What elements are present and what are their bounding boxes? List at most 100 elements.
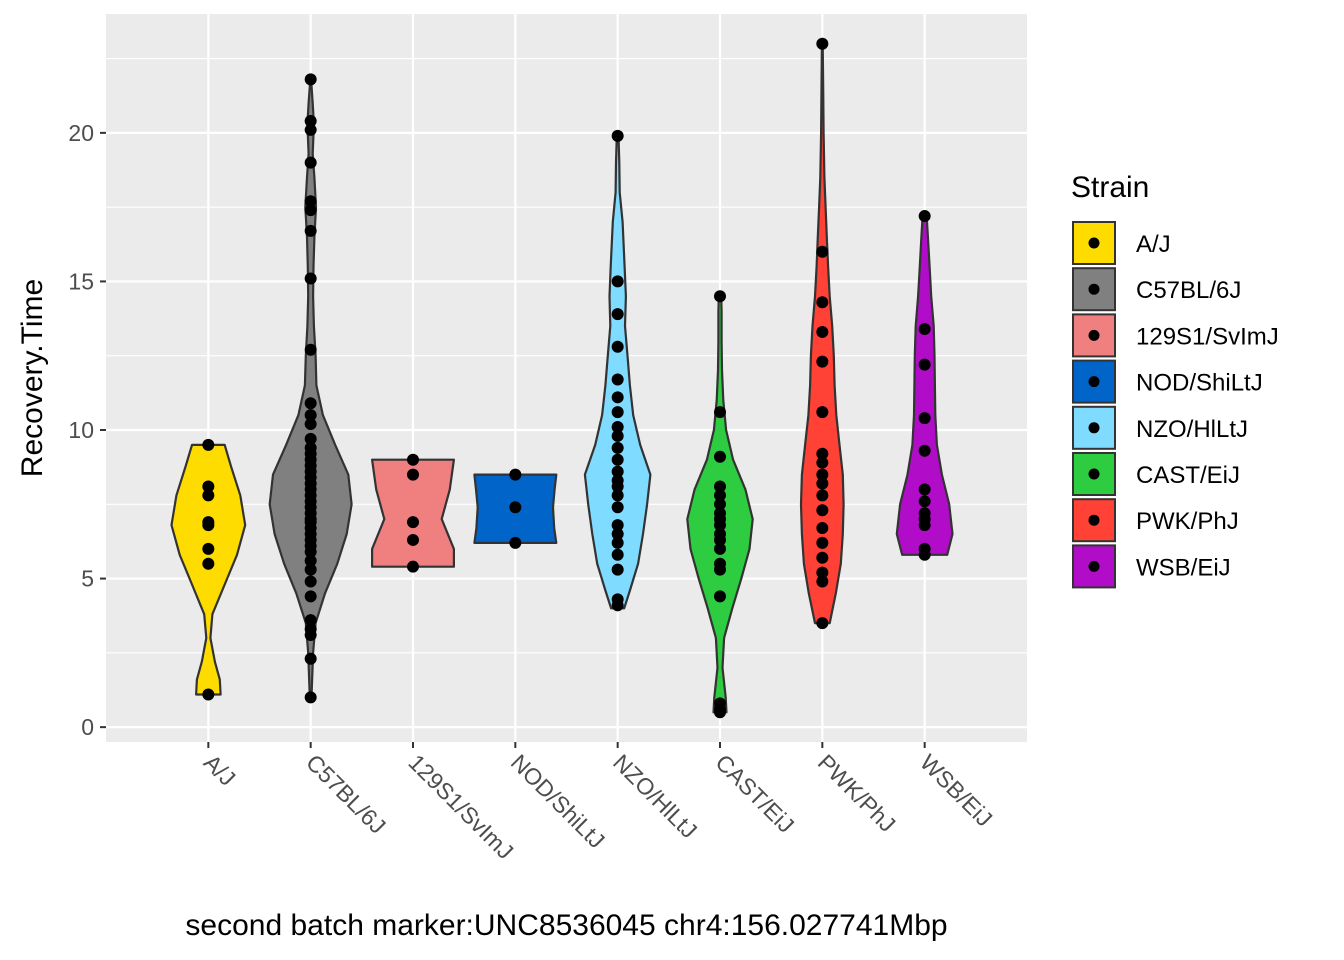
data-point bbox=[304, 224, 317, 237]
data-point bbox=[816, 489, 829, 502]
data-point bbox=[611, 391, 624, 404]
data-point bbox=[304, 397, 317, 410]
legend-key-dot bbox=[1088, 329, 1100, 341]
x-tick-label: NZO/HlLtJ bbox=[608, 749, 702, 843]
data-point bbox=[304, 614, 317, 627]
data-point bbox=[816, 504, 829, 517]
data-point bbox=[611, 421, 624, 434]
data-point bbox=[611, 429, 624, 442]
legend-label: C57BL/6J bbox=[1136, 277, 1241, 304]
data-point bbox=[304, 123, 317, 136]
data-point bbox=[714, 450, 726, 463]
data-point bbox=[714, 542, 726, 555]
legend-key-dot bbox=[1088, 560, 1100, 572]
violin-129s1-svimj bbox=[371, 458, 455, 568]
x-axis: A/J C57BL/6J 129S1/SvImJNOD/ShiLtJNZO/HlLt… bbox=[199, 742, 998, 864]
data-point bbox=[918, 542, 931, 555]
data-point bbox=[304, 73, 317, 86]
legend-key-dot bbox=[1088, 237, 1100, 249]
data-point bbox=[304, 691, 317, 704]
data-point bbox=[714, 489, 726, 502]
data-point bbox=[304, 432, 317, 445]
data-point bbox=[611, 441, 624, 454]
data-point bbox=[714, 406, 726, 419]
data-point bbox=[202, 438, 215, 451]
legend-label: 129S1/SvImJ bbox=[1136, 323, 1279, 350]
plot-panel bbox=[106, 14, 1027, 742]
data-point bbox=[202, 557, 215, 570]
data-point bbox=[304, 563, 317, 576]
legend-label: PWK/PhJ bbox=[1136, 508, 1239, 535]
data-point bbox=[509, 536, 522, 549]
data-point bbox=[816, 522, 829, 535]
data-point bbox=[202, 516, 215, 529]
legend-key-dot bbox=[1088, 376, 1100, 388]
data-point bbox=[714, 480, 726, 493]
data-point bbox=[816, 536, 829, 549]
data-point bbox=[304, 575, 317, 588]
legend-label: WSB/EiJ bbox=[1136, 554, 1231, 581]
data-point bbox=[304, 590, 317, 603]
data-point bbox=[407, 453, 419, 466]
legend-label: NOD/ShiLtJ bbox=[1136, 370, 1263, 397]
data-point bbox=[611, 340, 624, 353]
data-point bbox=[816, 551, 829, 564]
x-tick-label: C57BL/6J bbox=[301, 749, 391, 839]
data-point bbox=[611, 406, 624, 419]
data-points bbox=[202, 37, 931, 719]
data-point bbox=[816, 245, 829, 258]
data-point bbox=[611, 563, 624, 576]
data-point bbox=[918, 507, 931, 520]
data-point bbox=[611, 519, 624, 532]
y-tick-label: 5 bbox=[81, 566, 94, 592]
data-point bbox=[918, 358, 931, 371]
data-point bbox=[918, 322, 931, 335]
data-point bbox=[304, 114, 317, 127]
legend-key-dot bbox=[1088, 283, 1100, 295]
data-point bbox=[202, 688, 215, 701]
data-point bbox=[202, 480, 215, 493]
data-point bbox=[611, 275, 624, 288]
data-point bbox=[304, 343, 317, 356]
data-point bbox=[816, 447, 829, 460]
data-point bbox=[816, 296, 829, 309]
data-point bbox=[611, 453, 624, 466]
data-point bbox=[611, 465, 624, 478]
y-tick-label: 10 bbox=[68, 417, 94, 443]
legend-label: NZO/HlLtJ bbox=[1136, 416, 1248, 443]
data-point bbox=[304, 195, 317, 208]
data-point bbox=[918, 444, 931, 457]
x-tick-label: A/J bbox=[199, 749, 241, 791]
data-point bbox=[611, 308, 624, 321]
legend-label: CAST/EiJ bbox=[1136, 462, 1240, 489]
y-tick-label: 15 bbox=[68, 268, 94, 294]
legend-key-dot bbox=[1088, 422, 1100, 434]
legend-key-dot bbox=[1088, 468, 1100, 480]
data-point bbox=[816, 566, 829, 579]
data-point bbox=[304, 409, 317, 422]
data-point bbox=[611, 489, 624, 502]
x-axis-title: second batch marker:UNC8536045 chr4:156.… bbox=[185, 909, 947, 942]
data-point bbox=[714, 697, 726, 710]
y-axis-title: Recovery.Time bbox=[16, 279, 49, 477]
data-point bbox=[407, 468, 419, 481]
data-point bbox=[714, 528, 726, 540]
data-point bbox=[611, 373, 624, 386]
data-point bbox=[816, 617, 829, 630]
data-point bbox=[611, 593, 624, 606]
y-tick-label: 0 bbox=[81, 714, 94, 740]
data-point bbox=[714, 290, 726, 303]
data-point bbox=[816, 325, 829, 338]
x-tick-label: 129S1/SvImJ bbox=[403, 749, 518, 864]
data-point bbox=[509, 501, 522, 514]
data-point bbox=[611, 536, 624, 549]
legend-title: Strain bbox=[1071, 171, 1149, 204]
data-point bbox=[918, 210, 931, 223]
data-point bbox=[714, 507, 726, 520]
data-point bbox=[407, 533, 419, 546]
data-point bbox=[714, 498, 726, 511]
data-point bbox=[304, 204, 317, 217]
data-point bbox=[304, 623, 317, 636]
y-tick-label: 20 bbox=[68, 120, 94, 146]
